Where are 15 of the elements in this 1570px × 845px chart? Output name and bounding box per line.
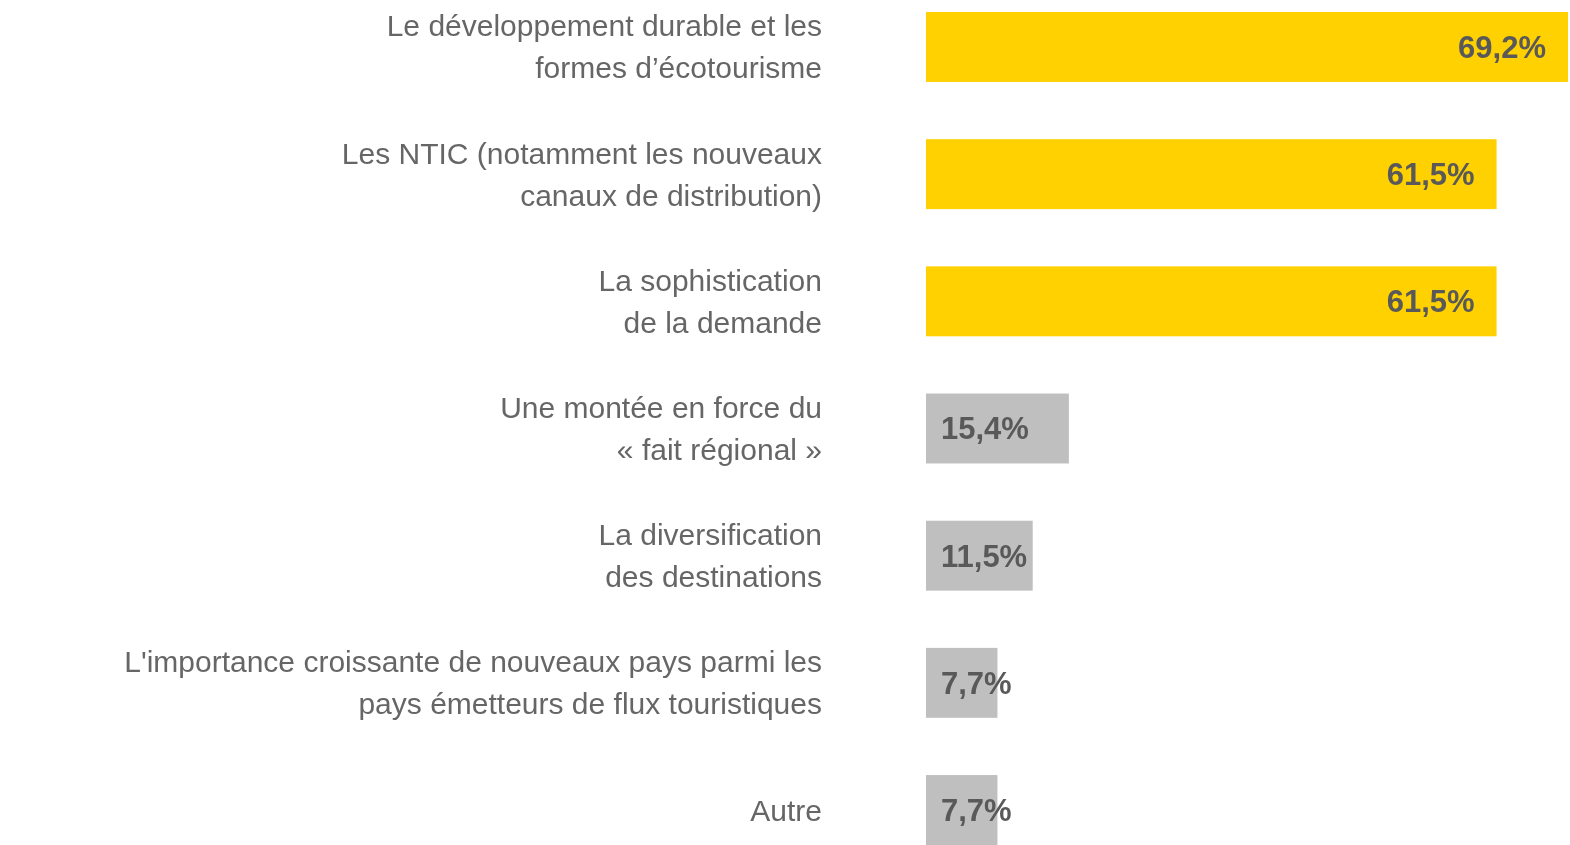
y-tick-label: Autre bbox=[750, 793, 822, 827]
bar bbox=[926, 266, 1497, 337]
data-label: 61,5% bbox=[1386, 157, 1475, 192]
bar bbox=[926, 139, 1497, 210]
y-tick-label: La diversification des destinations bbox=[598, 518, 822, 594]
data-label: 69,2% bbox=[1458, 29, 1546, 65]
y-tick-label: Une montée en force du « fait régional » bbox=[500, 391, 822, 466]
y-tick-label: Le développement durable et les formes d’écotourisme bbox=[386, 9, 822, 85]
y-tick-label: Les NTIC (notamment les nouveaux canaux de distribution) bbox=[341, 136, 822, 212]
data-label: 61,5% bbox=[1386, 284, 1475, 320]
bar bbox=[926, 12, 1568, 82]
y-tick-label: La sophistication de la demande bbox=[598, 263, 822, 339]
data-label: 11,5% bbox=[941, 538, 1028, 574]
y-tick-label: L'importance croissante de nouveaux pays parmi les pays émetteurs de flux touristiques bbox=[124, 645, 822, 721]
data-label: 15,4% bbox=[941, 411, 1029, 447]
